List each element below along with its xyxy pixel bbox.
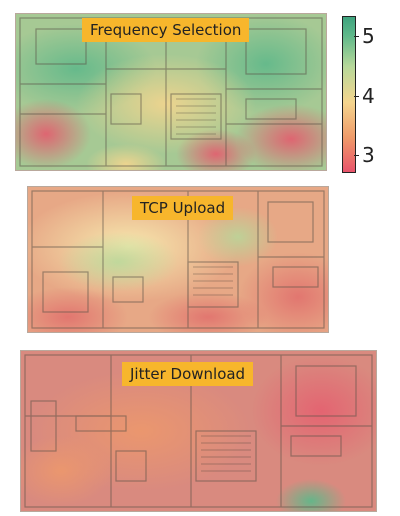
colorbar [342,16,356,173]
colorbar-ticklabel-3: 3 [362,143,375,167]
floorplan-heatmap-1 [16,14,326,170]
heatmap-tcp-upload [27,186,329,333]
panel-title-frequency-selection: Frequency Selection [82,18,250,42]
floorplan-heatmap-2 [28,187,328,332]
colorbar-tick-5 [354,36,359,37]
colorbar-ticklabel-5: 5 [362,24,375,48]
floorplan-heatmap-3 [21,351,376,511]
colorbar-tick-3 [354,155,359,156]
panel-title-tcp-upload: TCP Upload [132,196,234,220]
colorbar-ticklabel-4: 4 [362,84,375,108]
heatmap-jitter-download [20,350,377,512]
panel-title-jitter-download: Jitter Download [122,362,254,386]
heatmap-frequency-selection [15,13,327,171]
colorbar-tick-4 [354,96,359,97]
